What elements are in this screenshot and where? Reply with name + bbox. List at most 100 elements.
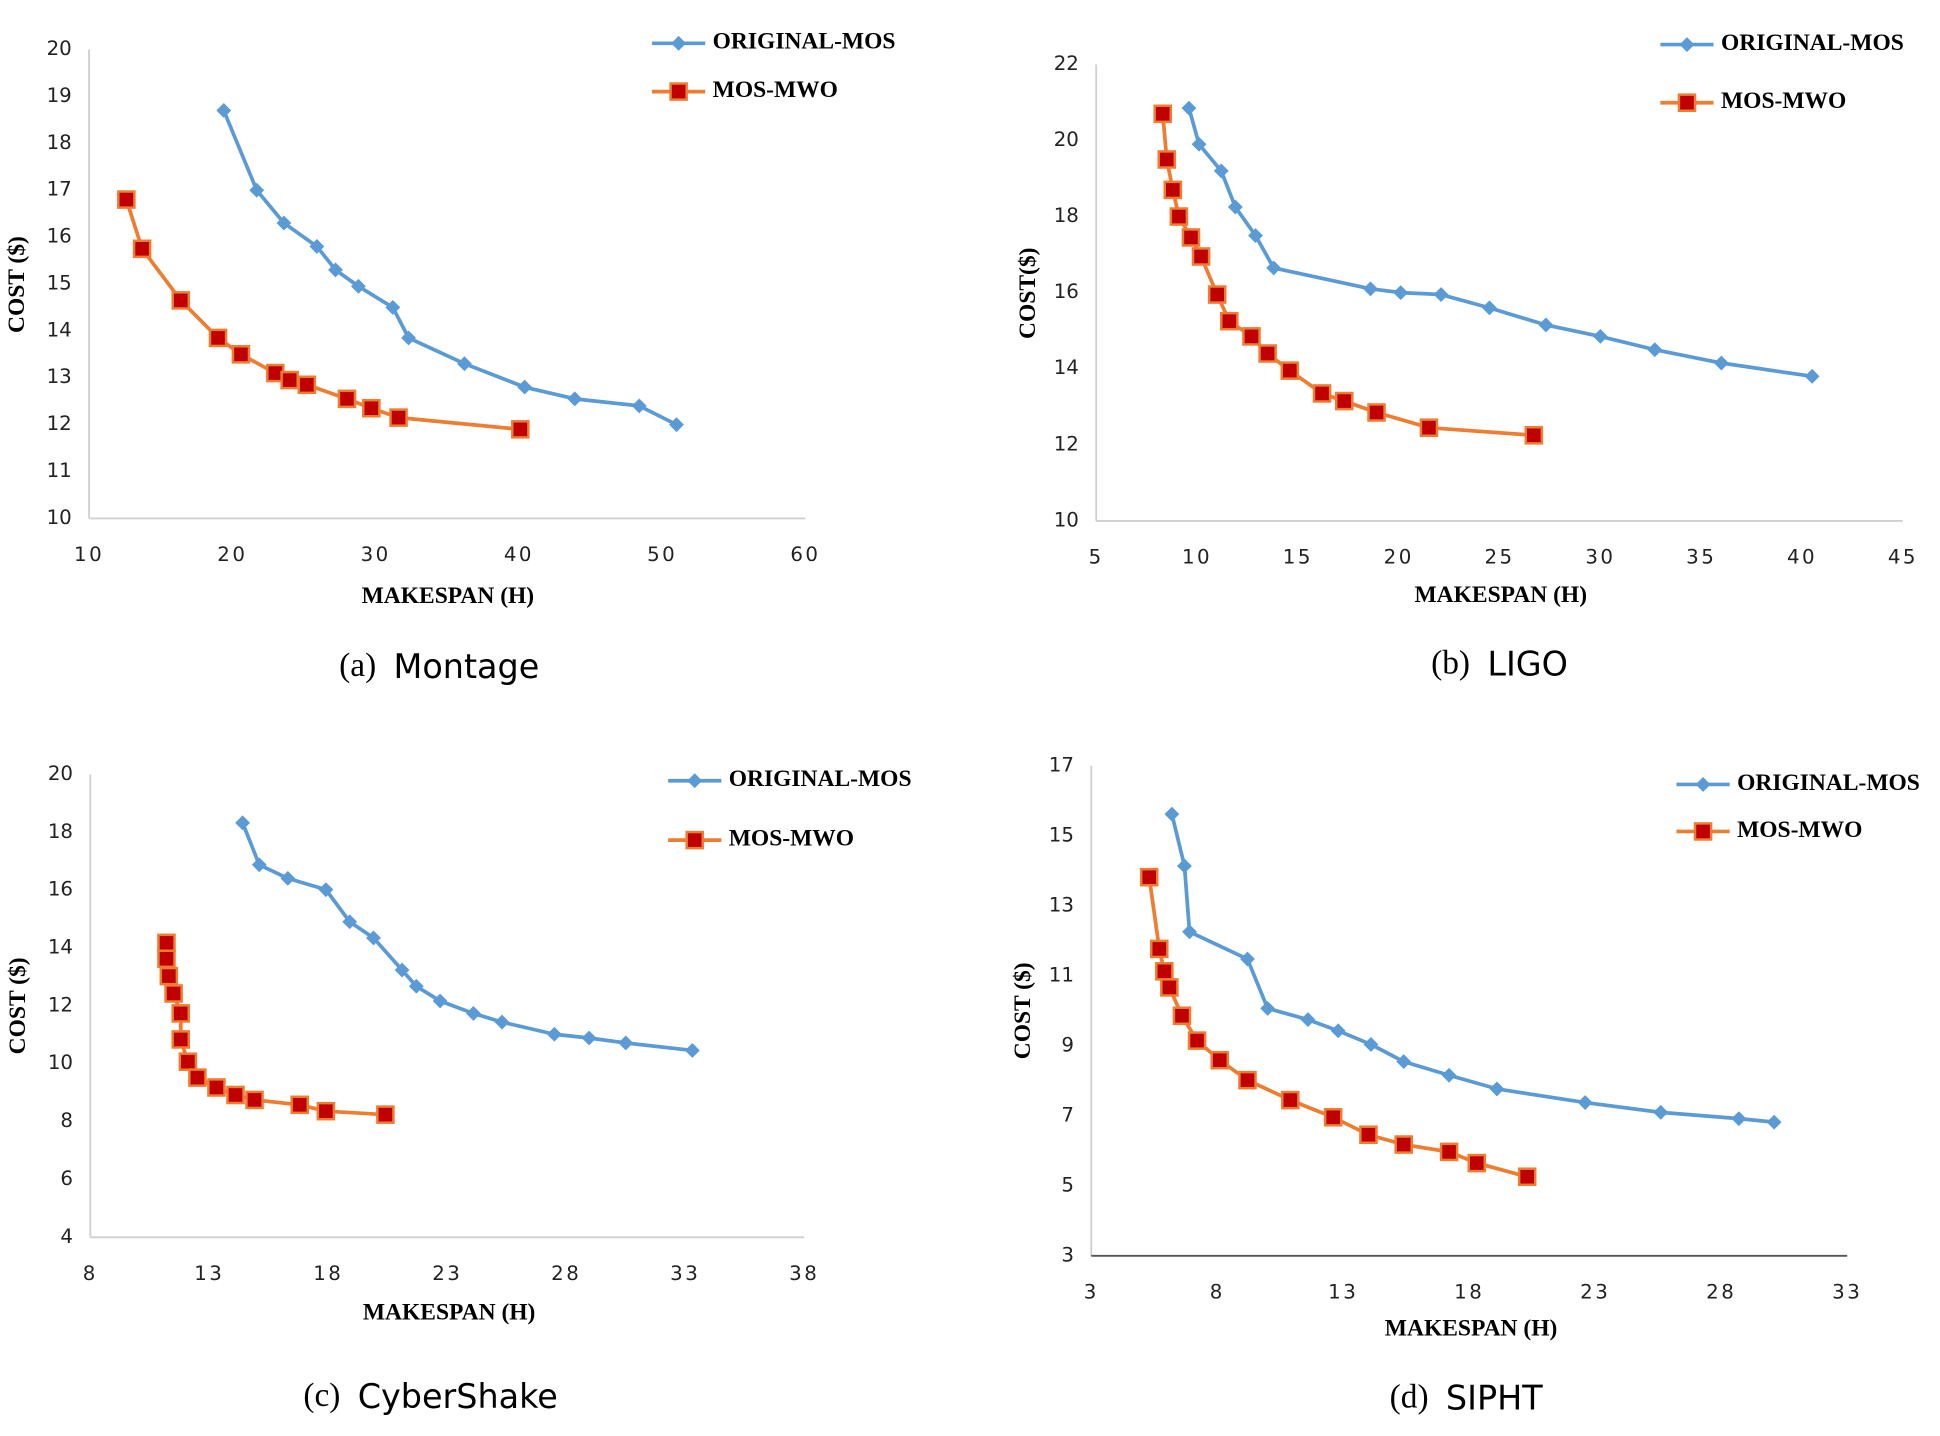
data-point (1191, 247, 1211, 266)
y-tick-label: 9 (1061, 1033, 1074, 1056)
data-point (328, 262, 343, 278)
x-tick-label: 23 (1580, 1280, 1610, 1303)
legend-label: ORIGINAL-MOS (729, 766, 912, 792)
series-line (124, 199, 521, 432)
data-point (432, 993, 448, 1009)
data-point (494, 1014, 510, 1030)
y-tick-label: 17 (47, 178, 72, 201)
data-point (1300, 1012, 1316, 1028)
x-tick-label: 5 (1089, 546, 1104, 569)
data-point (394, 962, 410, 978)
chart-panel: 10 11 12 13 14 15 16 17 18 19 20 10 20 30 40 50 60 MAKESP… (4, 29, 896, 686)
data-point (1359, 1125, 1378, 1145)
data-point (117, 190, 136, 209)
x-tick-label: 30 (1585, 546, 1615, 569)
data-point (389, 408, 408, 427)
legend-marker (1677, 93, 1697, 112)
caption: (d) SIPHT (1390, 1378, 1544, 1417)
data-point (511, 420, 530, 439)
x-tick-label: 33 (670, 1262, 700, 1285)
y-tick-label: 20 (1054, 128, 1079, 151)
data-point (318, 882, 334, 898)
data-point (581, 1030, 597, 1046)
x-axis-title: MAKESPAN (H) (1385, 1315, 1558, 1341)
data-point (1157, 150, 1177, 169)
data-point (1489, 1081, 1505, 1097)
y-tick-label: 8 (60, 1109, 73, 1132)
y-tick-label: 16 (48, 878, 73, 901)
data-point (290, 1095, 310, 1115)
x-tick-label: 8 (83, 1262, 98, 1285)
data-point (1182, 924, 1197, 940)
y-tick-label: 14 (1054, 356, 1079, 379)
caption-label: (a) (339, 647, 376, 684)
x-tick-label: 50 (647, 543, 677, 566)
chart-panel: 4 6 8 10 12 14 16 18 20 8 13 18 23 28 33 38 MAKESPAN (H)… (5, 762, 911, 1416)
x-tick-label: 10 (74, 543, 104, 566)
legend-marker (687, 773, 703, 789)
x-tick-label: 45 (1888, 546, 1918, 569)
data-point (1467, 1153, 1487, 1173)
x-tick-label: 10 (1182, 546, 1212, 569)
data-point (376, 1105, 395, 1124)
y-tick-label: 16 (47, 225, 72, 248)
data-point (1177, 858, 1192, 874)
data-point (280, 370, 299, 390)
data-point (249, 182, 265, 198)
x-tick-label: 25 (1484, 546, 1514, 569)
data-point (1647, 342, 1663, 358)
data-point (1538, 317, 1554, 333)
data-point (1281, 1090, 1300, 1110)
x-tick-label: 20 (1384, 546, 1414, 569)
data-point (188, 1068, 207, 1087)
data-point (1393, 285, 1409, 301)
caption: (c) CyberShake (303, 1377, 557, 1416)
data-point (208, 328, 228, 348)
data-point (684, 1043, 700, 1058)
legend-label: ORIGINAL-MOS (713, 29, 896, 55)
y-axis-title: COST ($) (4, 236, 30, 333)
data-point (1396, 1054, 1412, 1070)
x-axis-title: MAKESPAN (H) (362, 583, 535, 609)
data-point (1334, 391, 1354, 411)
y-tick-label: 7 (1061, 1103, 1074, 1126)
data-point (362, 398, 381, 418)
x-tick-label: 33 (1832, 1280, 1862, 1303)
y-tick-label: 18 (47, 131, 72, 154)
y-tick-label: 5 (1061, 1173, 1074, 1196)
caption-name: SIPHT (1446, 1378, 1543, 1417)
data-point (251, 857, 267, 873)
data-point (546, 1026, 562, 1042)
y-tick-label: 17 (1049, 753, 1074, 776)
data-point (1731, 1111, 1747, 1127)
y-tick-label: 12 (1054, 432, 1079, 455)
data-point (171, 1030, 191, 1049)
caption: (b) LIGO (1431, 644, 1568, 683)
data-point (1394, 1135, 1413, 1154)
y-tick-label: 16 (1054, 280, 1079, 303)
data-point (1187, 1031, 1207, 1050)
legend-marker (1679, 37, 1695, 52)
legend-label: ORIGINAL-MOS (1721, 30, 1904, 56)
y-tick-label: 10 (48, 1051, 73, 1074)
y-tick-label: 4 (60, 1225, 73, 1248)
x-tick-label: 23 (432, 1262, 462, 1285)
data-point (401, 330, 417, 346)
data-point (517, 379, 533, 395)
legend-marker (1693, 822, 1713, 841)
x-tick-label: 60 (790, 543, 820, 566)
legend-label: ORIGINAL-MOS (1737, 770, 1920, 796)
data-point (178, 1052, 198, 1072)
data-point (1163, 180, 1183, 200)
data-point (1153, 104, 1173, 124)
data-point (226, 1085, 245, 1105)
y-tick-label: 15 (47, 271, 72, 294)
y-tick-label: 6 (60, 1167, 73, 1190)
x-tick-label: 30 (361, 543, 391, 566)
data-point (1653, 1104, 1669, 1120)
data-point (618, 1035, 634, 1051)
x-axis-title: MAKESPAN (H) (363, 1299, 536, 1325)
data-point (342, 914, 358, 930)
data-point (1240, 951, 1255, 967)
legend-label: MOS-MWO (713, 77, 838, 103)
